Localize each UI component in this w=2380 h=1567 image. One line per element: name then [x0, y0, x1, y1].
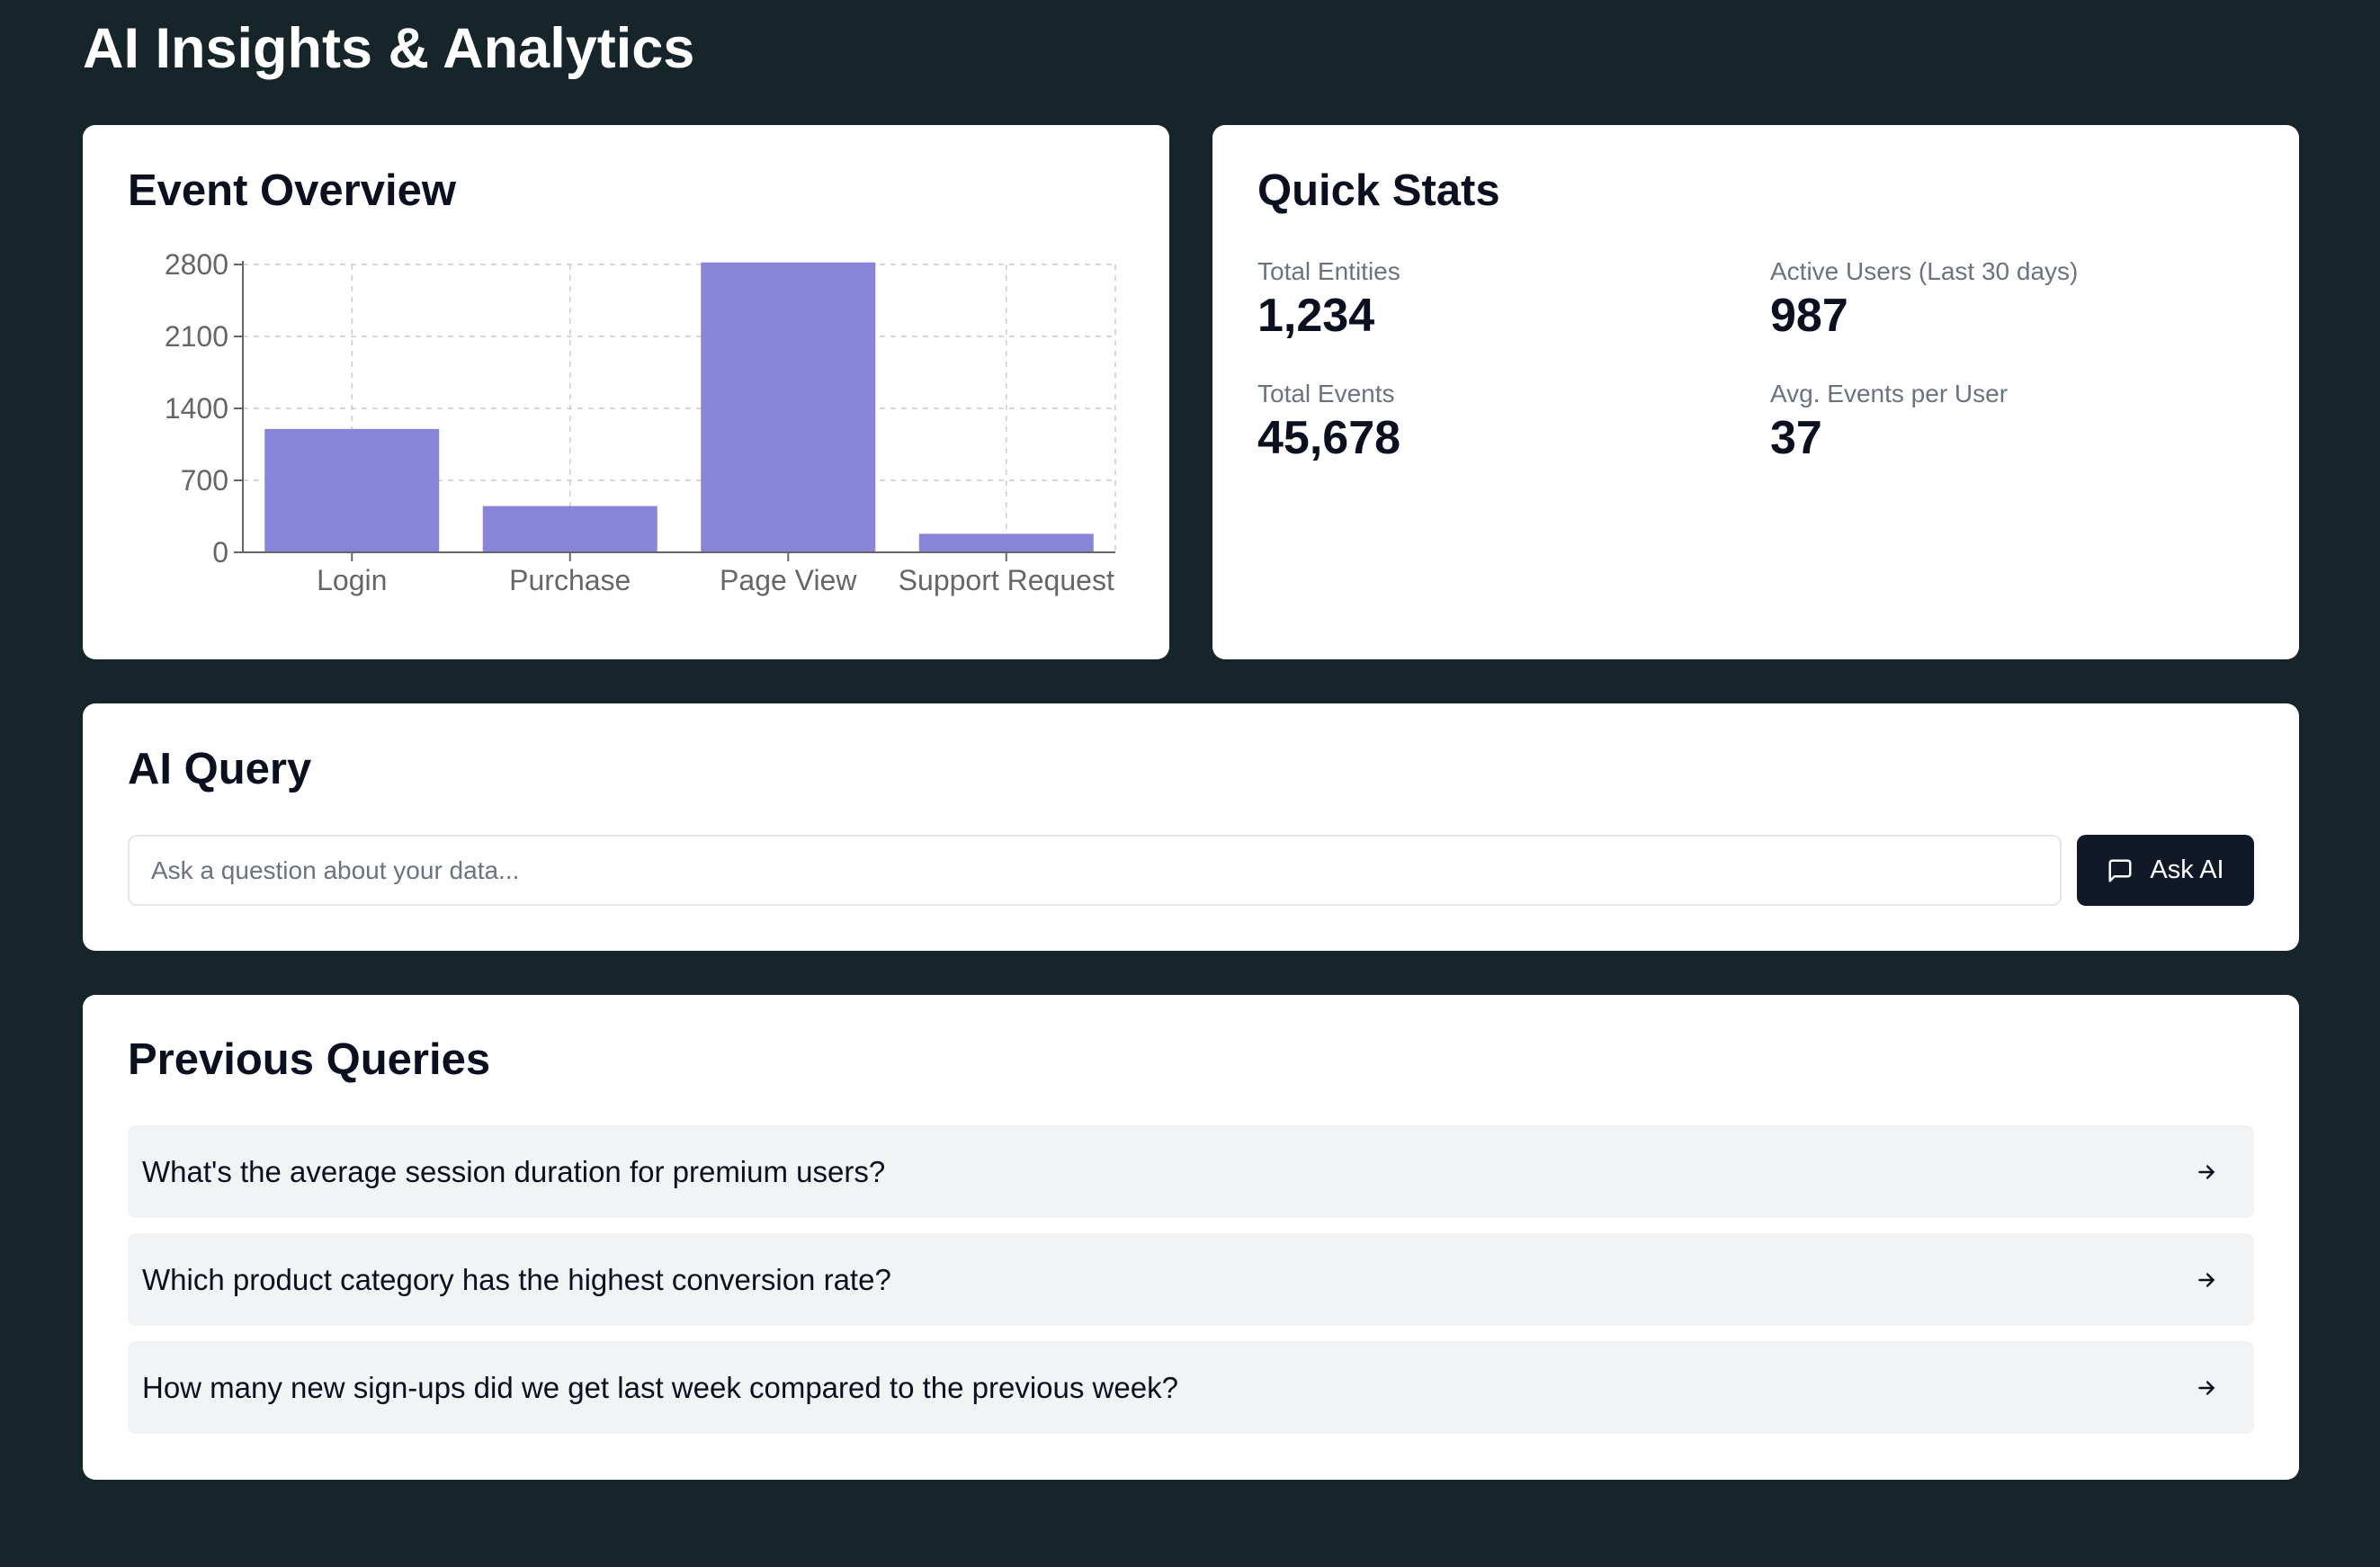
arrow-right-icon [2195, 1376, 2218, 1400]
ai-query-card: AI Query Ask AI [83, 703, 2299, 951]
chart-bar [264, 428, 440, 552]
event-overview-card: Event Overview 0 700 1400 2100 2800 Login Purc… [83, 125, 1169, 659]
y-tick-label: 2100 [165, 320, 228, 353]
message-square-icon [2107, 857, 2134, 884]
x-tick-label: Support Request [899, 564, 1114, 596]
chart-bar [701, 262, 876, 552]
previous-query-item[interactable]: Which product category has the highest c… [128, 1233, 2254, 1326]
previous-queries-title: Previous Queries [128, 1035, 491, 1084]
previous-query-item[interactable]: How many new sign-ups did we get last we… [128, 1341, 2254, 1434]
previous-queries-list: What's the average session duration for … [128, 1125, 2254, 1449]
previous-queries-card: Previous Queries What's the average sess… [83, 995, 2299, 1480]
stat-label: Active Users (Last 30 days) [1770, 257, 2079, 285]
stat-value: 45,678 [1257, 412, 1401, 464]
quick-stats-card: Quick Stats Total Entities 1,234 Active … [1212, 125, 2299, 659]
arrow-right-icon [2195, 1160, 2218, 1184]
chart-bar [918, 533, 1094, 552]
page-title: AI Insights & Analytics [83, 17, 695, 80]
ai-query-input[interactable] [128, 835, 2062, 906]
event-overview-title: Event Overview [128, 166, 456, 215]
stat-total-events: Total Events 45,678 [1257, 379, 1400, 467]
stat-total-entities: Total Entities 1,234 [1257, 256, 1400, 345]
y-tick-label: 1400 [165, 392, 228, 425]
stat-value: 1,234 [1257, 290, 1375, 342]
stat-active-users: Active Users (Last 30 days) 987 [1770, 256, 2078, 345]
event-bar-chart: 0 700 1400 2100 2800 Login Purchase Page View Su… [165, 248, 1116, 596]
y-tick-label: 2800 [165, 248, 228, 281]
stat-label: Avg. Events per User [1770, 380, 2009, 407]
stat-avg-events-per-user: Avg. Events per User 37 [1770, 379, 2008, 467]
previous-query-text: Which product category has the highest c… [142, 1262, 891, 1296]
stat-label: Total Events [1257, 380, 1395, 407]
previous-query-text: What's the average session duration for … [142, 1154, 886, 1188]
ask-ai-label: Ask AI [2150, 855, 2224, 884]
stat-label: Total Entities [1257, 257, 1400, 285]
x-tick-label: Page View [720, 564, 857, 596]
quick-stats-title: Quick Stats [1257, 166, 1500, 215]
chart-bar [482, 506, 658, 552]
ai-query-title: AI Query [128, 745, 312, 793]
previous-query-item[interactable]: What's the average session duration for … [128, 1125, 2254, 1218]
y-tick-label: 700 [181, 464, 228, 497]
previous-query-text: How many new sign-ups did we get last we… [142, 1370, 1178, 1404]
x-tick-label: Login [317, 564, 387, 596]
x-tick-label: Purchase [509, 564, 631, 596]
ask-ai-button[interactable]: Ask AI [2077, 835, 2254, 906]
stat-value: 987 [1770, 290, 1848, 342]
y-tick-label: 0 [212, 536, 228, 569]
stat-value: 37 [1770, 412, 1822, 464]
arrow-right-icon [2195, 1268, 2218, 1292]
